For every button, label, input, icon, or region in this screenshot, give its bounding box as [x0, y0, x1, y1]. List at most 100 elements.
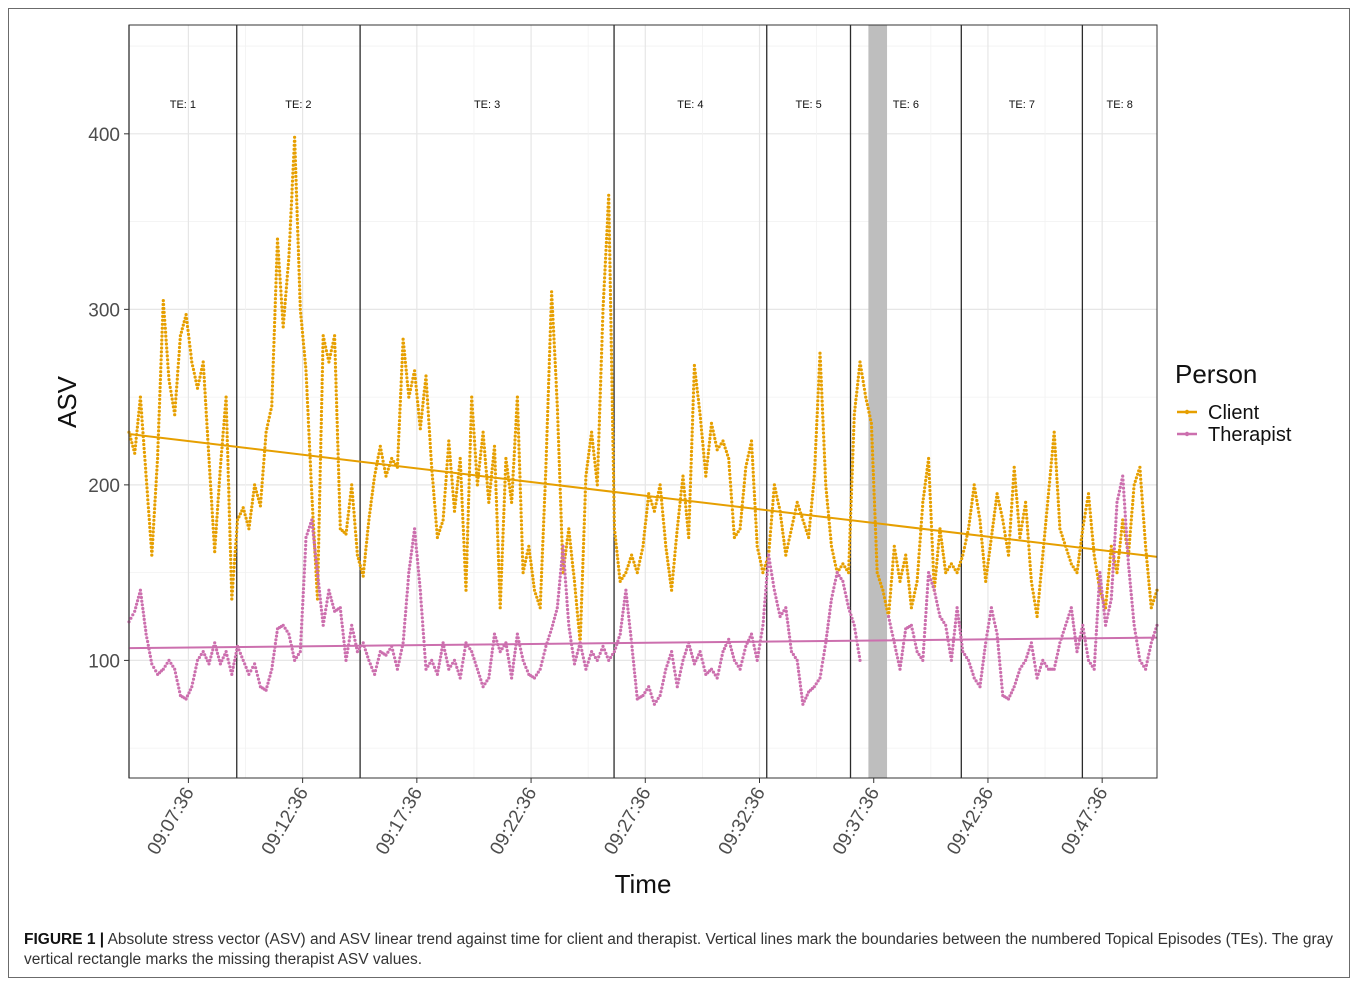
- data-point: [161, 299, 165, 303]
- data-point: [591, 652, 596, 657]
- data-point: [197, 655, 201, 660]
- data-point: [808, 524, 812, 528]
- data-point: [144, 470, 148, 474]
- data-point: [547, 381, 551, 386]
- data-point: [467, 478, 471, 482]
- data-point: [142, 442, 146, 447]
- data-point: [320, 393, 324, 398]
- data-point: [643, 525, 647, 530]
- data-point: [873, 516, 877, 520]
- data-point: [1121, 482, 1125, 486]
- data-point: [407, 395, 411, 399]
- data-point: [541, 535, 545, 540]
- data-point: [782, 542, 786, 546]
- data-point: [311, 529, 315, 533]
- data-point: [983, 568, 987, 572]
- data-point: [775, 599, 779, 604]
- data-point: [600, 339, 604, 343]
- data-point: [355, 549, 359, 553]
- data-point: [1033, 664, 1037, 668]
- data-point: [848, 531, 852, 535]
- data-point: [544, 461, 548, 465]
- data-point: [920, 508, 924, 512]
- data-point: [298, 288, 302, 292]
- data-point: [300, 618, 304, 622]
- data-point: [615, 553, 619, 557]
- data-point: [247, 672, 251, 677]
- data-point: [135, 429, 139, 433]
- data-point: [549, 322, 553, 326]
- data-point: [283, 626, 287, 630]
- data-point: [432, 496, 436, 501]
- data-point: [306, 408, 310, 412]
- data-point: [567, 530, 571, 535]
- data-point: [220, 450, 224, 454]
- data-point: [1125, 546, 1129, 550]
- data-point: [363, 552, 367, 556]
- data-point: [485, 679, 489, 683]
- data-point: [1079, 541, 1083, 546]
- data-point: [176, 682, 180, 686]
- data-point: [400, 368, 404, 372]
- data-point: [1095, 613, 1099, 617]
- data-point: [1122, 490, 1126, 494]
- data-point: [584, 470, 589, 474]
- data-point: [215, 511, 219, 515]
- data-point: [796, 504, 800, 508]
- data-point: [628, 630, 633, 634]
- data-point: [157, 425, 161, 429]
- data-point: [1108, 560, 1112, 564]
- data-point: [582, 538, 586, 542]
- data-point: [324, 349, 328, 353]
- data-point: [820, 387, 824, 391]
- data-point: [695, 390, 700, 394]
- data-point: [721, 439, 725, 443]
- data-point: [517, 443, 521, 447]
- data-point: [959, 635, 963, 639]
- data-point: [232, 565, 236, 570]
- data-point: [601, 307, 605, 311]
- data-point: [771, 580, 775, 585]
- data-point: [708, 436, 712, 441]
- data-point: [903, 634, 907, 638]
- data-point: [552, 329, 556, 333]
- data-point: [603, 264, 607, 268]
- data-point: [297, 272, 301, 276]
- data-point: [372, 481, 376, 485]
- data-point: [265, 685, 269, 689]
- data-point: [405, 590, 409, 594]
- data-point: [181, 323, 185, 327]
- data-point: [420, 412, 424, 416]
- data-point: [513, 647, 518, 651]
- data-point: [711, 670, 716, 674]
- data-point: [290, 195, 294, 199]
- data-point: [219, 457, 223, 462]
- data-point: [824, 487, 828, 491]
- data-point: [609, 336, 613, 340]
- data-point: [573, 591, 578, 595]
- data-point: [966, 658, 971, 663]
- data-point: [608, 257, 612, 261]
- data-point: [975, 502, 980, 506]
- data-point: [700, 657, 704, 661]
- data-point: [916, 571, 920, 576]
- data-point: [1091, 542, 1095, 546]
- data-point: [229, 561, 233, 565]
- data-point: [523, 563, 527, 567]
- data-point: [754, 529, 759, 533]
- data-point: [415, 550, 419, 554]
- data-point: [274, 638, 278, 642]
- data-point: [227, 502, 231, 506]
- data-point: [598, 387, 603, 391]
- data-point: [1133, 631, 1137, 635]
- data-point: [997, 499, 1001, 503]
- data-point: [245, 669, 250, 673]
- data-point: [759, 635, 763, 639]
- data-point: [1024, 504, 1028, 508]
- data-point: [211, 526, 215, 530]
- data-point: [738, 667, 742, 671]
- data-point: [484, 469, 488, 473]
- data-point: [311, 511, 315, 515]
- data-point: [612, 483, 616, 487]
- data-point: [319, 429, 323, 433]
